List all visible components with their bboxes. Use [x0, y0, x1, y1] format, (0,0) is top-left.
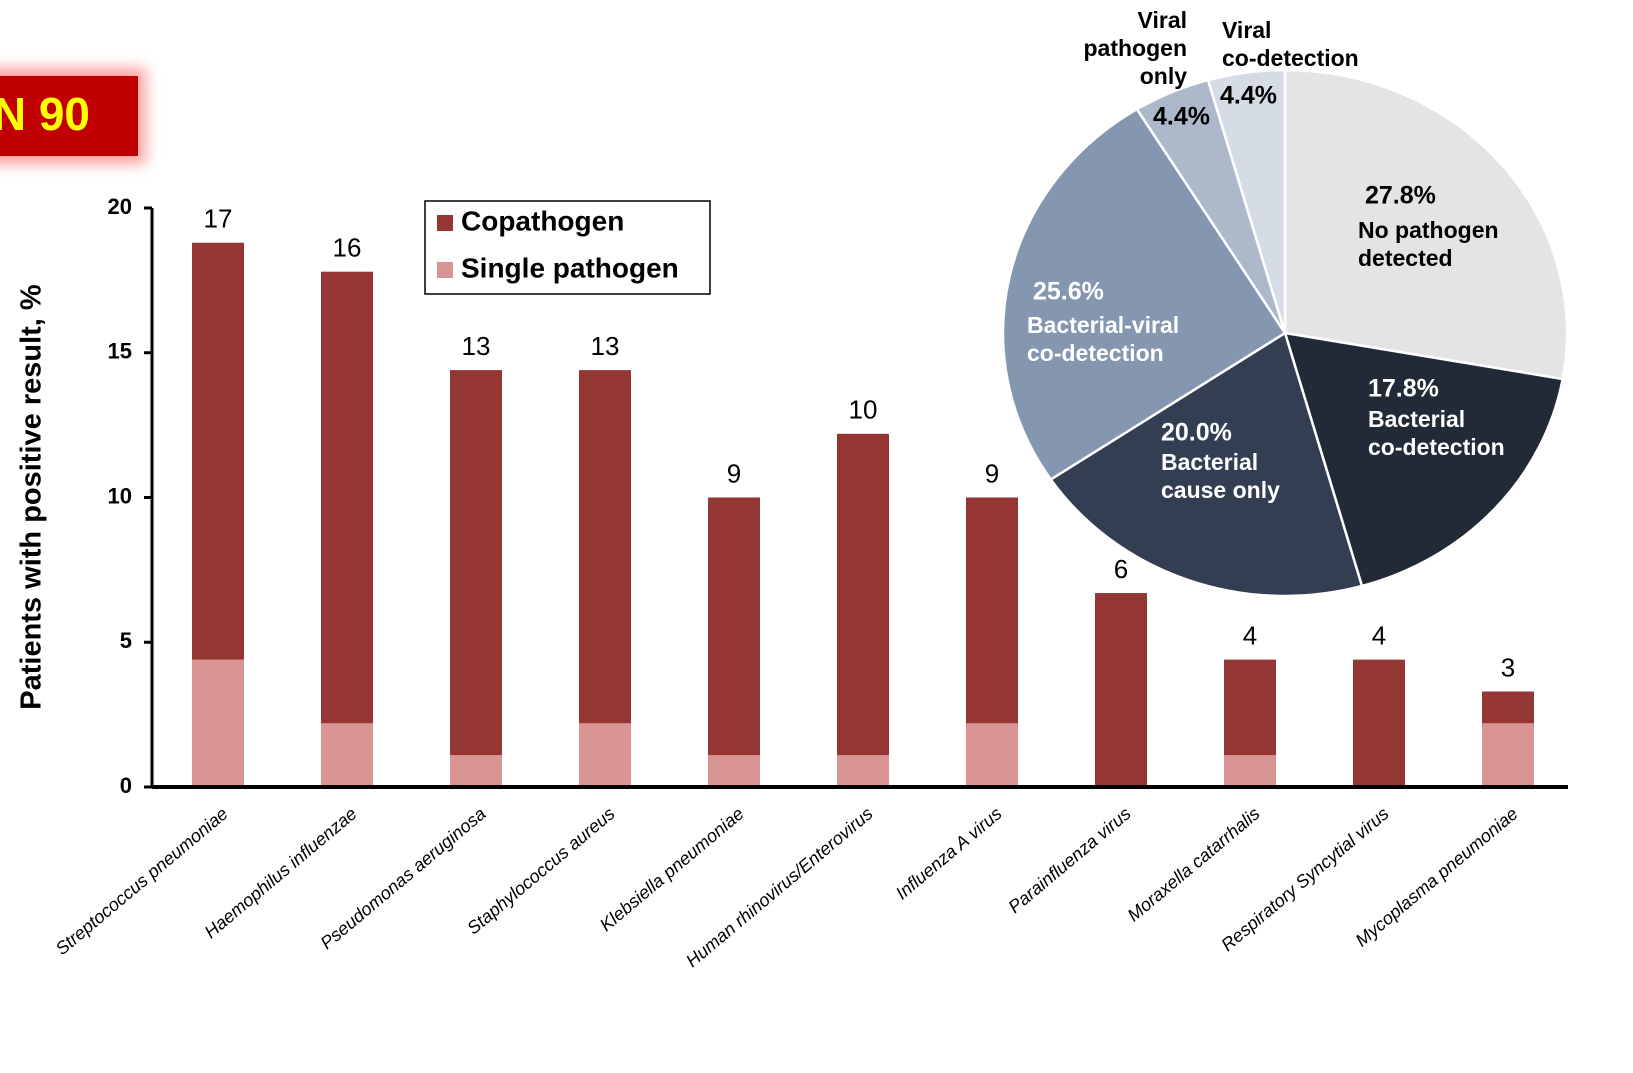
count-label: 3: [1501, 652, 1515, 682]
legend-swatch: [437, 215, 453, 231]
bar-segment: [966, 723, 1018, 787]
badge-box: [0, 76, 138, 156]
slice-label: cause only: [1161, 477, 1280, 503]
slice-label: Bacterial-viral: [1027, 312, 1179, 338]
slice-label: co-detection: [1222, 45, 1359, 71]
count-label: 4: [1243, 620, 1257, 650]
pie-slice: [1206, 68, 1287, 334]
slice-value-label: 17.8%: [1368, 375, 1439, 403]
bar-segment: [321, 271, 373, 724]
slice-label: Viral: [1222, 17, 1271, 43]
legend-swatch: [437, 262, 453, 278]
bar-segment: [579, 723, 631, 787]
badge: N 90: [0, 88, 90, 140]
count-label: 9: [727, 458, 741, 488]
slice-label: Viral: [1138, 7, 1187, 33]
slice-label: co-detection: [1027, 340, 1164, 366]
bar-segment: [837, 755, 889, 787]
bar-segment: [1482, 723, 1534, 787]
count-label: 13: [462, 331, 491, 361]
pie-slice: [1283, 331, 1565, 588]
y-tick-label: 20: [108, 194, 132, 219]
slice-value-label: 4.4%: [1220, 82, 1277, 110]
slice-label: pathogen: [1084, 35, 1188, 61]
bar-segment: [579, 370, 631, 724]
slice-value-label: 25.6%: [1033, 278, 1104, 306]
y-tick-label: 15: [108, 339, 132, 364]
count-label: 4: [1372, 620, 1386, 650]
bar-segment: [1095, 593, 1147, 787]
legend-label: Single pathogen: [461, 252, 679, 283]
slice-label: detected: [1358, 245, 1453, 271]
bar-segment: [837, 433, 889, 756]
x-tick-label: Moraxella catarrhalis: [1124, 803, 1264, 925]
bar-segment: [450, 370, 502, 756]
bar-segment: [321, 723, 373, 787]
slice-label: No pathogen: [1358, 217, 1499, 243]
bar-segment: [192, 242, 244, 660]
bar-segment: [1482, 691, 1534, 724]
slice-value-label: 27.8%: [1365, 182, 1436, 210]
count-label: 16: [333, 233, 362, 263]
pie-slice: [1048, 331, 1364, 598]
x-tick-label: Influenza A virus: [892, 803, 1006, 903]
count-label: 6: [1114, 554, 1128, 584]
y-tick-label: 10: [108, 483, 132, 508]
slice-label: Bacterial: [1368, 406, 1465, 432]
legend-label: Copathogen: [461, 205, 624, 236]
slice-label: co-detection: [1368, 434, 1505, 460]
bar-segment: [708, 497, 760, 756]
bar-segment: [1224, 659, 1276, 756]
x-tick-label: Staphylococcus aureus: [463, 803, 618, 938]
bar-segment: [192, 659, 244, 787]
count-label: 17: [204, 204, 233, 234]
legend-box: [424, 200, 711, 295]
x-tick-label: Streptococcus pneumoniae: [52, 803, 232, 959]
x-tick-label: Parainfluenza virus: [1004, 803, 1134, 917]
bar-segment: [1353, 659, 1405, 787]
x-tick-label: Klebsiella pneumoniae: [596, 803, 748, 935]
slice-label: Bacterial: [1161, 449, 1258, 475]
count-label: 9: [985, 458, 999, 488]
y-tick-label: 5: [120, 628, 132, 653]
bar-segment: [708, 755, 760, 787]
bar-segment: [450, 755, 502, 787]
pie-slice: [1283, 68, 1569, 381]
slice-value-label: 4.4%: [1153, 103, 1210, 131]
y-axis-title: Patients with positive result, %: [16, 284, 48, 710]
pie-slice: [1001, 107, 1287, 482]
slice-value-label: 20.0%: [1161, 419, 1232, 447]
bar-segment: [1224, 755, 1276, 787]
y-tick-label: 0: [120, 773, 132, 798]
count-label: 10: [849, 395, 878, 425]
bar-segment: [966, 497, 1018, 724]
count-label: 13: [591, 331, 620, 361]
slice-label: only: [1140, 63, 1187, 89]
